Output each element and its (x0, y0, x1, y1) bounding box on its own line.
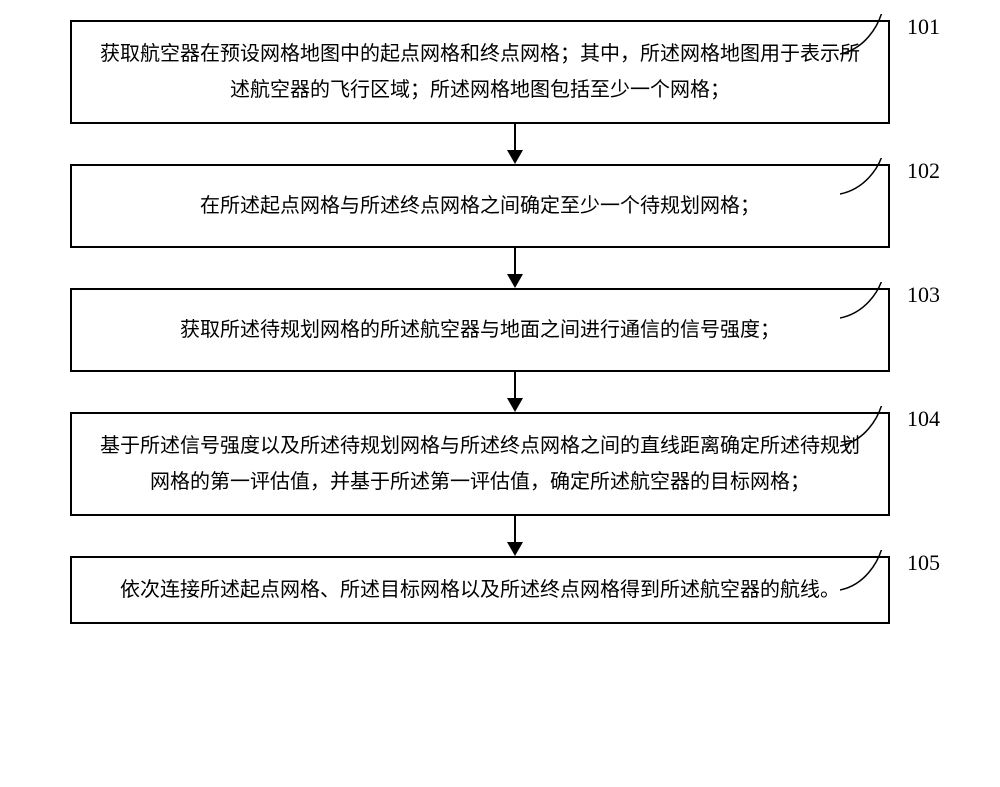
step-101-wrapper: 获取航空器在预设网格地图中的起点网格和终点网格；其中，所述网格地图用于表示所述航… (40, 20, 960, 124)
step-text-102: 在所述起点网格与所述终点网格之间确定至少一个待规划网格； (200, 188, 760, 224)
arrow-1 (105, 124, 925, 164)
step-label-103: 103 (907, 282, 940, 308)
step-text-105: 依次连接所述起点网格、所述目标网格以及所述终点网格得到所述航空器的航线。 (120, 572, 840, 608)
step-label-101: 101 (907, 14, 940, 40)
step-label-104: 104 (907, 406, 940, 432)
arrow-head-1 (507, 150, 523, 164)
step-105-wrapper: 依次连接所述起点网格、所述目标网格以及所述终点网格得到所述航空器的航线。 105 (40, 556, 960, 624)
step-104-wrapper: 基于所述信号强度以及所述待规划网格与所述终点网格之间的直线距离确定所述待规划网格… (40, 412, 960, 516)
step-label-105: 105 (907, 550, 940, 576)
step-box-103: 获取所述待规划网格的所述航空器与地面之间进行通信的信号强度； (70, 288, 890, 372)
arrow-line-2 (514, 248, 516, 276)
arrow-4 (105, 516, 925, 556)
arrow-head-2 (507, 274, 523, 288)
arrow-line-1 (514, 124, 516, 152)
step-box-104: 基于所述信号强度以及所述待规划网格与所述终点网格之间的直线距离确定所述待规划网格… (70, 412, 890, 516)
step-box-105: 依次连接所述起点网格、所述目标网格以及所述终点网格得到所述航空器的航线。 (70, 556, 890, 624)
step-text-104: 基于所述信号强度以及所述待规划网格与所述终点网格之间的直线距离确定所述待规划网格… (92, 428, 868, 500)
arrow-2 (105, 248, 925, 288)
arrow-line-3 (514, 372, 516, 400)
step-103-wrapper: 获取所述待规划网格的所述航空器与地面之间进行通信的信号强度； 103 (40, 288, 960, 372)
step-box-102: 在所述起点网格与所述终点网格之间确定至少一个待规划网格； (70, 164, 890, 248)
arrow-3 (105, 372, 925, 412)
step-label-102: 102 (907, 158, 940, 184)
arrow-head-4 (507, 542, 523, 556)
flowchart-container: 获取航空器在预设网格地图中的起点网格和终点网格；其中，所述网格地图用于表示所述航… (40, 20, 960, 624)
step-box-101: 获取航空器在预设网格地图中的起点网格和终点网格；其中，所述网格地图用于表示所述航… (70, 20, 890, 124)
arrow-line-4 (514, 516, 516, 544)
step-text-101: 获取航空器在预设网格地图中的起点网格和终点网格；其中，所述网格地图用于表示所述航… (92, 36, 868, 108)
step-102-wrapper: 在所述起点网格与所述终点网格之间确定至少一个待规划网格； 102 (40, 164, 960, 248)
arrow-head-3 (507, 398, 523, 412)
step-text-103: 获取所述待规划网格的所述航空器与地面之间进行通信的信号强度； (180, 312, 780, 348)
